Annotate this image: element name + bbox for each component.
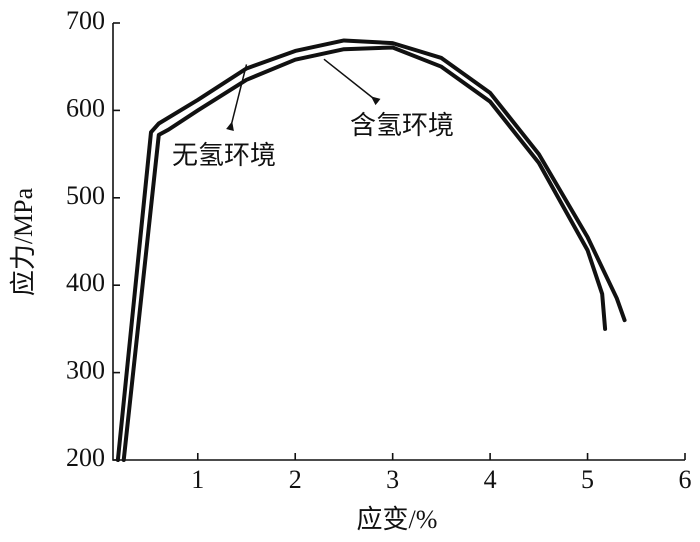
x-tick-label: 6	[679, 465, 692, 494]
y-tick-label: 500	[66, 181, 105, 210]
x-tick-label: 5	[581, 465, 594, 494]
x-tick-label: 1	[191, 465, 204, 494]
curve	[121, 45, 608, 462]
arrow-head	[370, 96, 381, 106]
y-tick-label: 700	[66, 6, 105, 35]
arrow-head	[226, 121, 234, 131]
x-axis-label: 应变/%	[357, 505, 438, 534]
curve-label: 无氢环境	[172, 141, 276, 170]
y-tick-label: 200	[66, 443, 105, 472]
curve	[115, 38, 627, 462]
arrow-line	[323, 58, 379, 103]
y-axis-label: 应力/MPa	[9, 187, 38, 296]
x-tick-label: 4	[484, 465, 497, 494]
curve-label: 含氢环境	[350, 111, 454, 140]
y-tick-label: 400	[66, 268, 105, 297]
x-tick-label: 2	[289, 465, 302, 494]
x-tick-label: 3	[386, 465, 399, 494]
y-tick-label: 600	[66, 93, 105, 122]
arrow-line	[229, 64, 248, 131]
axis-frame	[112, 23, 685, 461]
y-tick-label: 300	[66, 356, 105, 385]
